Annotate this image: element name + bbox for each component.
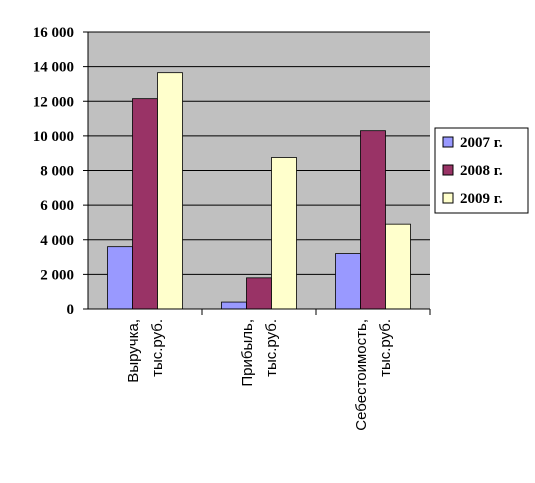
category-label: Себестоимость, тыс.руб. [353, 319, 394, 431]
category-label-line: Выручка, [125, 319, 142, 383]
y-tick-label: 4 000 [40, 233, 74, 249]
bar-3-3 [385, 223, 411, 310]
bar-2-1 [132, 98, 158, 310]
bar-3-2 [271, 157, 297, 310]
category-label-line: Прибыль, [239, 319, 256, 387]
legend-label: 2007 г. [460, 135, 503, 151]
bar-1-1 [107, 246, 133, 310]
y-tick-label: 8 000 [40, 164, 74, 180]
category-label: Прибыль, тыс.руб. [239, 319, 280, 387]
axes [83, 31, 431, 315]
bar-2-2 [246, 277, 272, 310]
y-tick-label: 16 000 [33, 25, 74, 41]
category-label-line: тыс.руб. [263, 319, 280, 377]
y-tick-label: 14 000 [33, 60, 74, 76]
bar-1-3 [335, 253, 361, 310]
bar-2-3 [360, 130, 386, 310]
y-tick-label: 2 000 [40, 267, 74, 283]
y-tick-label: 10 000 [33, 129, 74, 145]
legend-swatch [442, 192, 454, 204]
bars [107, 72, 411, 310]
legend: 2007 г. 2008 г. 2009 г. [434, 127, 529, 214]
category-label-line: тыс.руб. [377, 319, 394, 377]
y-tick-label: 12 000 [33, 94, 74, 110]
category-label-line: Себестоимость, [353, 319, 370, 431]
bar-1-2 [221, 301, 247, 310]
category-label: Выручка, тыс.руб. [125, 319, 166, 383]
legend-label: 2009 г. [460, 191, 503, 207]
bar-3-1 [157, 72, 183, 310]
y-tick-label: 0 [67, 302, 75, 318]
legend-swatch [442, 136, 454, 148]
x-category-labels: Выручка, тыс.руб. Прибыль, тыс.руб. Себестои… [125, 319, 394, 431]
y-tick-label: 6 000 [40, 198, 74, 214]
legend-label: 2008 г. [460, 163, 503, 179]
legend-swatch [442, 164, 454, 176]
y-tick-labels: 0 2 000 4 000 6 000 8 000 10 000 12 000 14 000 1… [33, 25, 74, 318]
category-label-line: тыс.руб. [149, 319, 166, 377]
